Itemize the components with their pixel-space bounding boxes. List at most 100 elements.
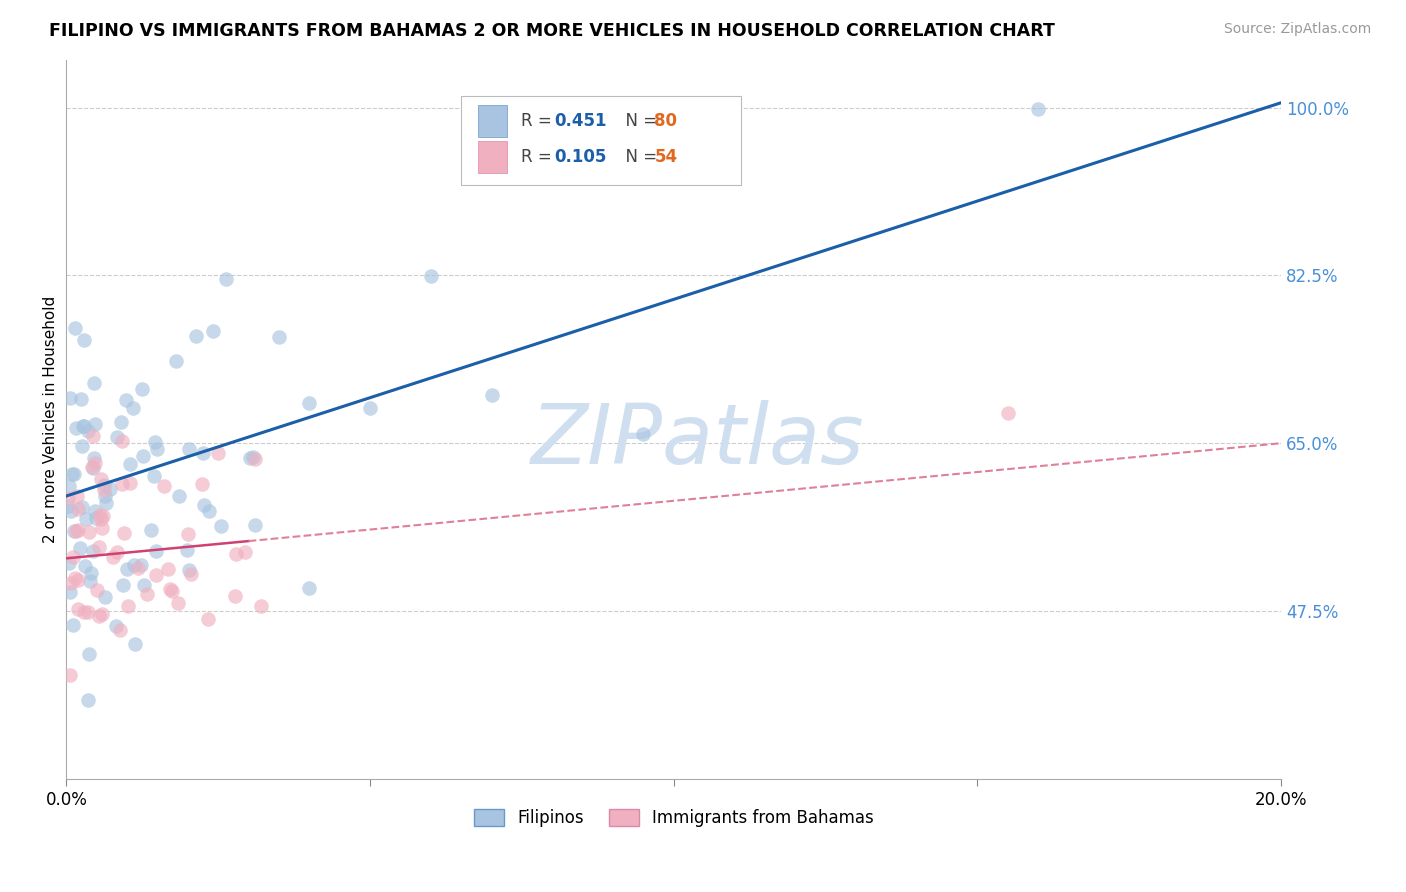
Point [131,382,153,396]
Point [180,566,202,581]
Point [117,599,139,613]
Point [419,268,441,283]
Point [90,521,112,535]
Point [202,324,225,338]
Point [83,376,105,390]
Point [90,472,112,486]
Text: N =: N = [616,112,662,129]
Point [193,498,215,512]
Point [177,563,200,577]
Point [86,582,108,597]
Point [198,503,221,517]
Point [58,491,80,505]
Text: R =: R = [520,112,557,129]
Point [60,467,83,482]
Point [117,562,139,576]
Point [224,590,246,604]
Point [72,333,94,347]
Point [82,428,104,442]
Point [191,477,214,491]
Point [243,451,266,466]
FancyBboxPatch shape [461,95,741,186]
Point [112,577,135,591]
Point [197,611,219,625]
Point [997,406,1019,420]
Point [112,526,135,541]
Point [75,512,97,526]
Point [59,584,82,599]
Point [145,567,167,582]
Point [69,541,91,555]
Point [83,450,105,465]
Point [79,574,101,588]
Point [166,596,188,610]
Point [118,475,141,490]
Point [129,558,152,573]
Text: 80: 80 [654,112,678,129]
Point [62,467,84,481]
Point [62,618,84,632]
Point [63,524,86,539]
Point [115,392,138,407]
Point [177,526,200,541]
Point [82,543,104,558]
Text: 54: 54 [654,148,678,166]
Legend: Filipinos, Immigrants from Bahamas: Filipinos, Immigrants from Bahamas [465,800,882,835]
Point [94,590,117,604]
Point [94,489,117,503]
Point [242,450,264,465]
Point [132,578,155,592]
Point [215,272,238,286]
Text: N =: N = [616,148,662,166]
FancyBboxPatch shape [478,105,508,136]
Point [298,581,321,595]
Point [82,459,104,474]
Point [359,401,381,416]
Point [111,477,134,491]
Point [143,469,166,483]
Point [59,504,82,518]
Text: 0.105: 0.105 [555,148,607,166]
Point [65,321,87,335]
Point [156,562,179,576]
Text: R =: R = [520,148,557,166]
Text: FILIPINO VS IMMIGRANTS FROM BAHAMAS 2 OR MORE VEHICLES IN HOUSEHOLD CORRELATION : FILIPINO VS IMMIGRANTS FROM BAHAMAS 2 OR… [49,22,1054,40]
Point [77,648,100,662]
Point [72,439,94,453]
Point [60,575,83,590]
Point [481,388,503,402]
Point [1026,102,1049,116]
Point [62,549,84,564]
Point [59,668,82,682]
Point [177,442,200,456]
Point [93,478,115,492]
Point [122,558,145,572]
Point [105,619,128,633]
Y-axis label: 2 or more Vehicles in Household: 2 or more Vehicles in Household [44,295,58,543]
Point [298,396,321,410]
Point [239,450,262,465]
Point [143,435,166,450]
Point [105,430,128,444]
Point [63,571,86,585]
Point [84,417,107,431]
Point [70,392,93,406]
Point [136,587,159,601]
Point [84,511,107,525]
Point [89,508,111,522]
Point [82,461,104,475]
Point [169,489,191,503]
FancyBboxPatch shape [478,141,508,172]
Point [67,601,90,615]
Point [209,519,232,533]
Point [127,561,149,575]
Point [66,523,89,537]
Point [91,508,114,523]
Point [65,524,87,539]
Point [89,540,111,554]
Point [191,446,214,460]
Point [139,523,162,537]
Point [207,446,229,460]
Point [159,582,181,596]
Point [110,415,132,429]
